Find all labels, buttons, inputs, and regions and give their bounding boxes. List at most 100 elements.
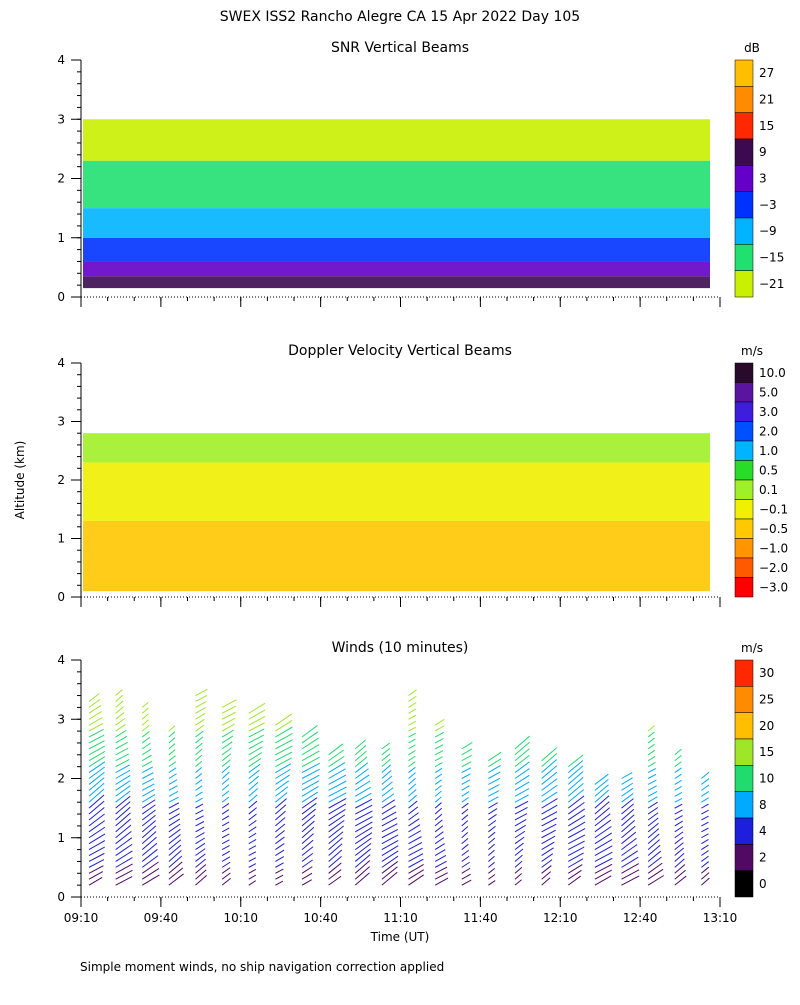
panels: SNR Vertical Beams01234dB27211593−3−9−15… xyxy=(57,40,788,925)
wind-barb xyxy=(275,757,292,768)
wind-barb xyxy=(248,757,262,768)
wind-barb xyxy=(381,861,399,874)
wind-barb xyxy=(301,744,320,756)
wind-barb xyxy=(674,858,685,868)
x-tick-label: 11:10 xyxy=(383,911,418,925)
wind-barb xyxy=(541,847,554,856)
figure-title: SWEX ISS2 Rancho Alegre CA 15 Apr 2022 D… xyxy=(220,9,580,25)
wind-barb xyxy=(408,726,416,732)
wind-barb xyxy=(88,711,102,720)
wind-barb xyxy=(354,780,371,791)
wind-barb xyxy=(275,843,285,851)
wind-barb xyxy=(381,770,392,779)
wind-barb xyxy=(594,832,613,845)
wind-barb xyxy=(88,728,104,738)
colorbar-label: 0 xyxy=(759,877,767,891)
wind-barb xyxy=(701,827,709,833)
wind-barb xyxy=(381,855,399,868)
wind-barb xyxy=(168,867,184,880)
wind-barb xyxy=(141,719,149,726)
wind-barb xyxy=(434,744,444,750)
wind-barb xyxy=(381,748,391,756)
wind-barb xyxy=(142,783,155,791)
wind-barb xyxy=(221,723,235,732)
wind-barb xyxy=(328,825,344,839)
wind-barb xyxy=(461,802,469,809)
heatmap-layer xyxy=(83,433,710,463)
wind-barb xyxy=(141,874,160,886)
wind-barb xyxy=(674,826,684,833)
wind-barb xyxy=(88,740,105,750)
wind-barb xyxy=(408,708,417,714)
wind-barb xyxy=(408,777,416,785)
wind-barb xyxy=(461,873,471,880)
wind-barb xyxy=(115,876,133,886)
wind-barb xyxy=(248,820,257,827)
wind-barb xyxy=(488,831,496,839)
wind-barb xyxy=(195,779,203,785)
wind-barb xyxy=(568,834,586,845)
wind-barb xyxy=(381,866,398,880)
wind-barb xyxy=(461,832,469,839)
wind-barb xyxy=(381,781,393,791)
wind-barb xyxy=(514,807,528,815)
wind-barb xyxy=(408,772,416,779)
wind-barb xyxy=(115,824,132,839)
wind-barb xyxy=(701,866,710,874)
wind-barb xyxy=(195,760,203,768)
wind-barb xyxy=(221,850,231,856)
wind-barb xyxy=(221,711,236,720)
wind-barb xyxy=(301,750,320,762)
wind-barb xyxy=(248,709,266,720)
wind-barb xyxy=(701,778,710,785)
colorbar-label: −0.5 xyxy=(759,522,788,536)
wind-barb xyxy=(381,823,398,833)
wind-barb xyxy=(354,774,370,785)
wind-barb xyxy=(514,741,530,756)
wind-barb xyxy=(221,872,231,880)
wind-barb xyxy=(408,812,419,821)
wind-barb xyxy=(195,874,207,886)
wind-barb xyxy=(701,833,709,839)
wind-barb xyxy=(115,694,124,702)
wind-barb xyxy=(514,794,529,803)
wind-barb xyxy=(275,880,284,886)
wind-barb xyxy=(541,877,551,886)
wind-barb xyxy=(275,810,286,821)
wind-barb xyxy=(248,746,263,756)
wind-barb xyxy=(408,869,424,880)
wind-barb xyxy=(248,775,260,785)
wind-barb xyxy=(594,813,611,827)
wind-barb xyxy=(701,803,709,809)
wind-barb xyxy=(328,798,347,809)
wind-barb xyxy=(301,852,314,862)
wind-barb xyxy=(195,869,207,880)
wind-barb xyxy=(434,738,444,744)
wind-barb xyxy=(408,853,424,862)
x-tick-label: 09:10 xyxy=(64,911,99,925)
wind-barb xyxy=(647,839,660,850)
wind-barb xyxy=(328,803,347,815)
wind-barb xyxy=(115,747,129,756)
y-tick-label: 0 xyxy=(57,590,65,604)
wind-barb xyxy=(275,768,291,779)
wind-barb xyxy=(567,776,584,791)
wind-barb xyxy=(647,822,659,833)
wind-barb xyxy=(301,768,320,779)
wind-barb xyxy=(594,826,612,839)
wind-barb xyxy=(434,855,447,862)
wind-barb xyxy=(195,736,204,744)
wind-barb xyxy=(354,739,366,750)
wind-barb xyxy=(248,715,266,726)
colorbar-swatch xyxy=(734,659,754,687)
wind-barb xyxy=(328,875,342,886)
wind-barb xyxy=(674,792,683,797)
wind-barb xyxy=(701,839,709,845)
wind-barb xyxy=(301,724,318,738)
colorbar-label: 2.0 xyxy=(759,424,778,438)
wind-barb xyxy=(88,852,105,862)
colorbar-label: 2 xyxy=(759,851,767,865)
wind-barb xyxy=(674,797,683,803)
wind-barb xyxy=(488,880,496,886)
wind-barb xyxy=(301,846,314,856)
